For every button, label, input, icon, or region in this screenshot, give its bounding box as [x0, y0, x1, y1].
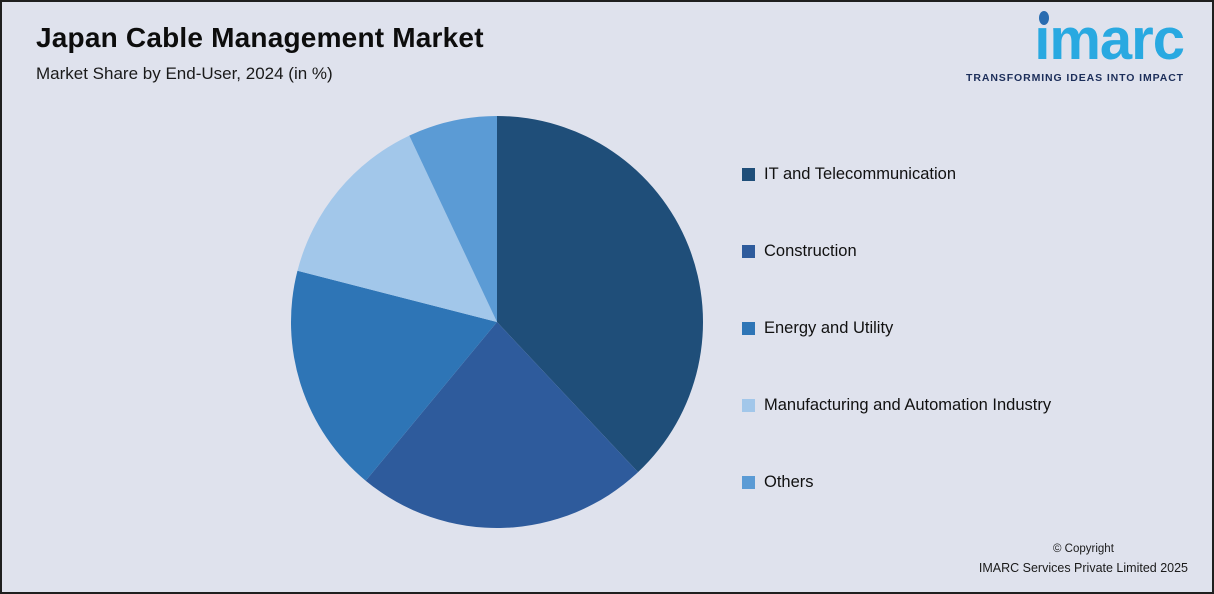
legend-item: Construction — [742, 242, 1051, 261]
page-title: Japan Cable Management Market — [36, 22, 484, 53]
legend-marker-icon — [742, 399, 755, 412]
pie-slice-2 — [290, 270, 497, 481]
copyright-line2: IMARC Services Private Limited 2025 — [978, 560, 1188, 575]
legend-item: IT and Telecommunication — [742, 165, 1051, 184]
copyright-line1: © Copyright — [1053, 542, 1114, 555]
legend-label: Construction — [764, 242, 857, 260]
imarc-wordmark-text: ımarc — [1034, 7, 1185, 72]
imarc-logo: ımarc TRANSFORMING IDEAS INTO IMPACT — [966, 7, 1185, 84]
legend-label: Energy and Utility — [764, 319, 894, 337]
legend-item: Others — [742, 473, 1051, 492]
legend-label: Manufacturing and Automation Industry — [764, 396, 1052, 414]
legend-label: IT and Telecommunication — [764, 165, 956, 183]
legend-label: Others — [764, 473, 814, 491]
pie-chart-container — [285, 110, 709, 534]
legend-marker-icon — [742, 322, 755, 335]
imarc-logo-dot-icon — [1039, 11, 1050, 25]
legend: IT and Telecommunication Construction En… — [742, 165, 1051, 492]
legend-item: Manufacturing and Automation Industry — [742, 396, 1051, 415]
pie-slice-3 — [297, 135, 497, 322]
legend-marker-icon — [742, 476, 755, 489]
copyright: © Copyright IMARC Services Private Limit… — [979, 541, 1188, 578]
page-subtitle: Market Share by End-User, 2024 (in %) — [36, 64, 333, 83]
imarc-tagline: TRANSFORMING IDEAS INTO IMPACT — [966, 71, 1184, 84]
pie-slice-4 — [409, 116, 497, 322]
pie-chart — [290, 116, 704, 529]
pie-slice-0 — [497, 116, 704, 473]
imarc-wordmark: ımarc — [1034, 7, 1185, 72]
legend-marker-icon — [742, 245, 755, 258]
legend-marker-icon — [742, 168, 755, 181]
pie-slice-1 — [365, 322, 639, 529]
legend-item: Energy and Utility — [742, 319, 1051, 338]
